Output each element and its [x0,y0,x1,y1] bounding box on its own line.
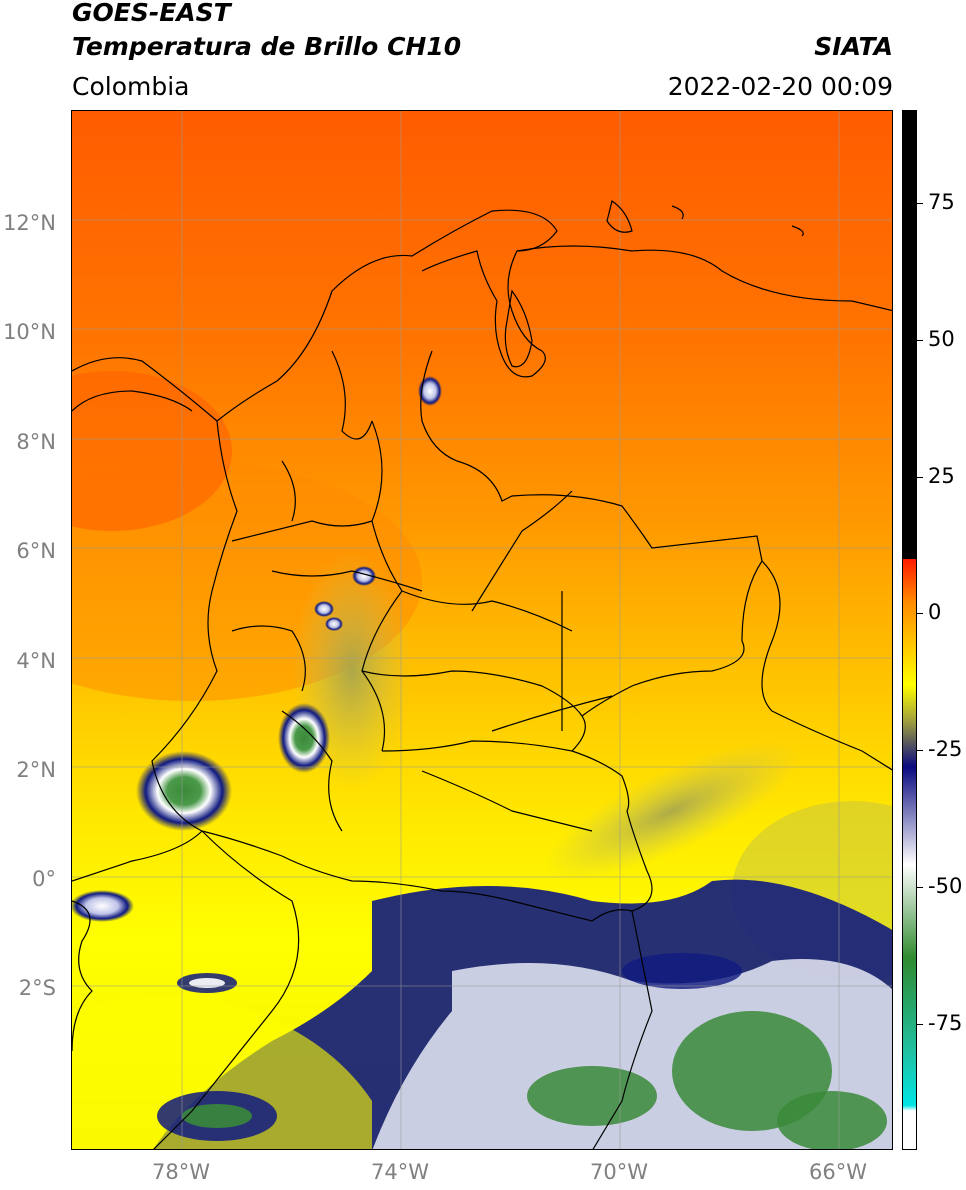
colorbar-tick [917,1024,923,1025]
lat-label-6N: 6°N [16,539,56,563]
organization-label: SIATA [814,32,893,61]
lat-label-2S: 2°S [18,976,56,1000]
lon-label-74W: 74°W [371,1160,429,1184]
region-label: Colombia [72,72,190,101]
colorbar-tick [917,340,923,341]
borders [72,200,892,1149]
colorbar-label-minus75: -75 [928,1011,963,1035]
colorbar-tick [917,613,923,614]
lat-label-2N: 2°N [16,758,56,782]
colorbar-label-0: 0 [928,600,942,624]
lon-label-78W: 78°W [152,1160,210,1184]
colorbar-label-minus50: -50 [928,874,963,898]
colorbar-tick [917,887,923,888]
datetime-label: 2022-02-20 00:09 [667,72,893,101]
colorbar-label-minus25: -25 [928,737,963,761]
lat-label-0: 0° [32,867,56,891]
colorbar-tick [917,750,923,751]
lon-label-66W: 66°W [809,1160,867,1184]
lat-label-10N: 10°N [3,320,56,344]
colorbar-tick [917,203,923,204]
lat-label-8N: 8°N [16,430,56,454]
colorbar-tick [917,477,923,478]
title-line2: Temperatura de Brillo CH10 [72,32,462,61]
colorbar-label-25: 25 [928,464,955,488]
lat-label-4N: 4°N [16,649,56,673]
temperature-colorbar [902,110,917,1150]
graticule [72,111,892,1149]
title-line1: GOES-EAST [72,0,231,27]
lat-label-12N: 12°N [3,211,56,235]
colorbar-label-50: 50 [928,327,955,351]
map-panel[interactable] [71,110,893,1150]
brightness-temperature-map [72,111,892,1149]
colorbar-label-75: 75 [928,190,955,214]
lon-label-70W: 70°W [590,1160,648,1184]
